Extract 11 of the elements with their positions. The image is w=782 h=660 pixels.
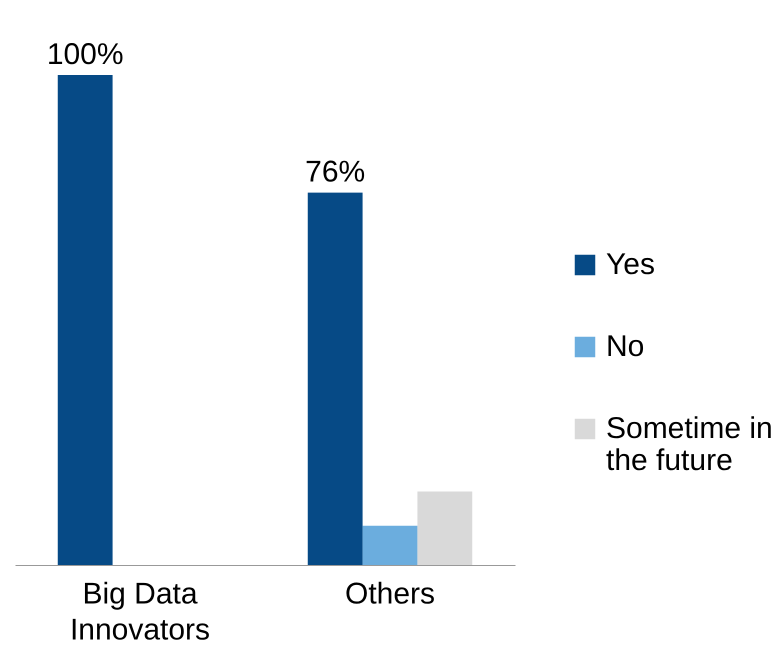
legend-label: No bbox=[606, 330, 644, 363]
x-tick-label: Others bbox=[344, 578, 436, 610]
x-tick-label: Big Data Innovators bbox=[70, 578, 210, 646]
bar bbox=[417, 492, 472, 565]
data-label: 76% bbox=[305, 156, 366, 189]
legend-label: Sometime in the future bbox=[606, 412, 773, 477]
bar bbox=[362, 526, 418, 565]
bar bbox=[308, 192, 363, 565]
legend-label: Yes bbox=[606, 248, 655, 281]
data-label: 100% bbox=[46, 38, 124, 71]
bar bbox=[58, 75, 113, 565]
